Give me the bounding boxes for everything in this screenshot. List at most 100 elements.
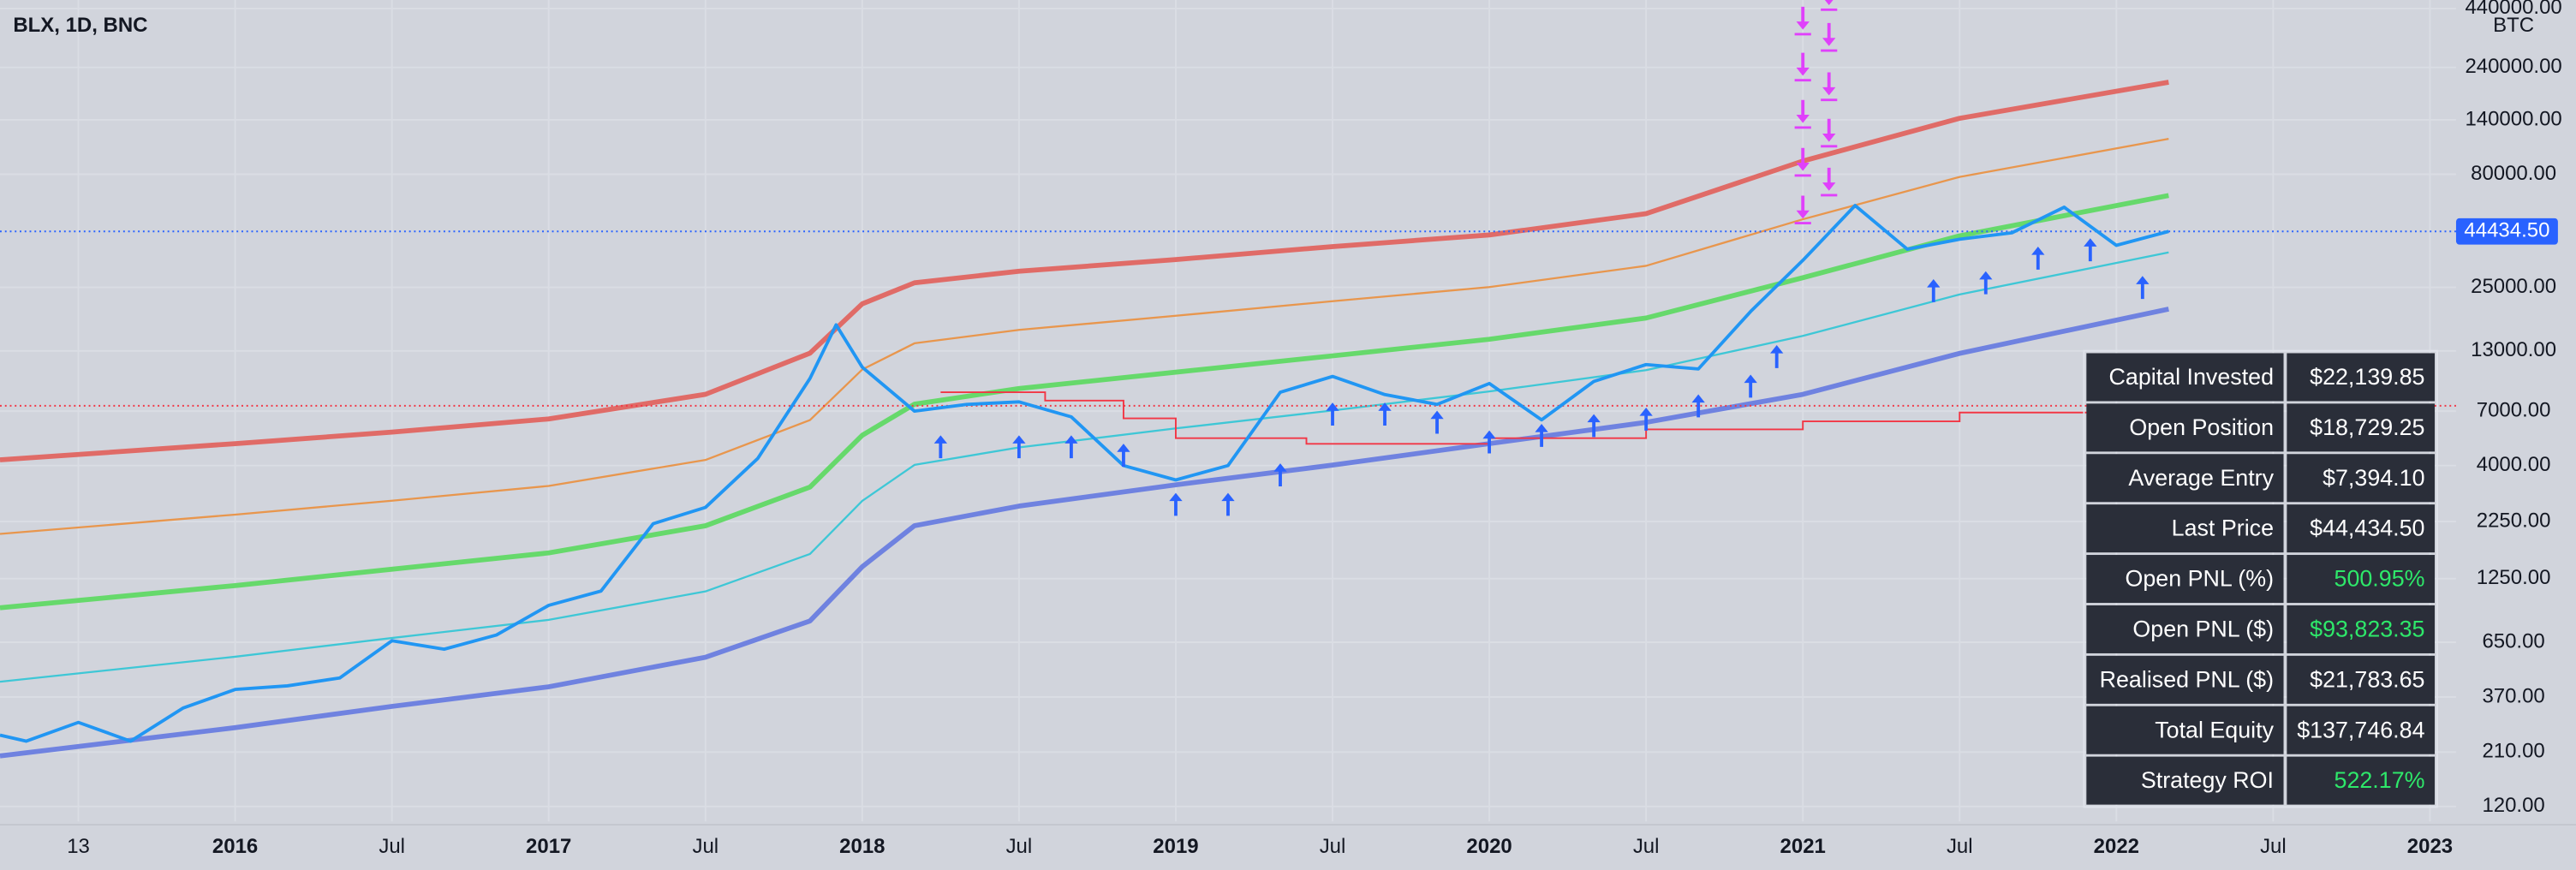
x-tick-label: Jul — [1006, 835, 1033, 858]
y-tick-label: 7000.00 — [2477, 398, 2551, 421]
plot-area — [0, 0, 2456, 759]
x-tick-label: 2019 — [1153, 835, 1198, 858]
y-tick-label: 370.00 — [2482, 684, 2544, 707]
table-cell — [2287, 555, 2436, 604]
y-tick-label: 140000.00 — [2465, 107, 2561, 130]
table-label: Last Price — [2172, 515, 2274, 541]
buy-arrow — [2031, 247, 2045, 270]
x-tick-label: 2023 — [2407, 835, 2453, 858]
table-label: Total Equity — [2155, 717, 2274, 742]
chart-title: BLX, 1D, BNC — [13, 14, 147, 37]
y-tick-label: 80000.00 — [2471, 162, 2556, 185]
table-cell — [2086, 454, 2284, 503]
table-cell — [2287, 756, 2436, 805]
band-line — [0, 80, 2169, 462]
table-cell — [2287, 605, 2436, 653]
table-value: $44,434.50 — [2310, 515, 2424, 541]
sell-arrow — [1794, 6, 1811, 36]
sell-arrow — [1821, 22, 1838, 52]
table-cell — [2086, 605, 2284, 653]
sell-arrow — [1821, 0, 1838, 11]
table-value: $7,394.10 — [2323, 465, 2424, 491]
table-border — [2083, 349, 2438, 808]
y-tick-label: 2250.00 — [2477, 509, 2551, 532]
table-cell — [2086, 504, 2284, 553]
buy-arrow — [1770, 345, 1784, 368]
stats-table: Capital Invested $22,139.85 Open Position $… — [2083, 349, 2438, 808]
x-tick-label: 2021 — [1780, 835, 1826, 858]
buy-arrow — [1979, 271, 1993, 295]
table-label: Capital Invested — [2109, 364, 2275, 390]
table-label: Realised PNL ($) — [2100, 666, 2274, 692]
table-cell — [2287, 504, 2436, 553]
x-tick-label: 13 — [67, 835, 90, 858]
table-cell — [2086, 655, 2284, 704]
x-tick-label: 2018 — [839, 835, 885, 858]
table-value: 522.17% — [2334, 767, 2425, 793]
band-line — [0, 138, 2169, 535]
table-cell — [2086, 756, 2284, 805]
x-tick-label: Jul — [692, 835, 719, 858]
sell-arrow — [1821, 72, 1838, 102]
buy-arrow — [1117, 444, 1130, 467]
table-cell — [2287, 353, 2436, 402]
x-tick-label: 2022 — [2094, 835, 2139, 858]
buy-arrow — [1378, 402, 1392, 426]
table-cell — [2086, 555, 2284, 604]
table-cell — [2287, 706, 2436, 754]
y-tick-label: 650.00 — [2482, 629, 2544, 652]
table-cell — [2086, 706, 2284, 754]
buy-arrow — [1012, 435, 1026, 459]
table-value: $21,783.65 — [2310, 666, 2424, 692]
table-cell — [2086, 403, 2284, 452]
y-tick-label: 25000.00 — [2471, 275, 2556, 298]
y-tick-label: 440000.00 — [2465, 0, 2561, 19]
sell-arrow — [1794, 52, 1811, 82]
y-tick-label: 240000.00 — [2465, 55, 2561, 78]
buy-arrow — [1482, 430, 1496, 454]
buy-arrow — [1744, 374, 1757, 398]
buy-arrow — [2084, 238, 2097, 262]
table-label: Open Position — [2129, 414, 2274, 440]
axes: 440000.00 240000.00 140000.00 80000.00 25000… — [67, 0, 2562, 858]
grid — [0, 0, 2456, 821]
buy-arrow — [2136, 276, 2150, 300]
table-cell — [2287, 655, 2436, 704]
buy-arrow — [1064, 435, 1078, 459]
buy-arrow — [1273, 463, 1287, 486]
last-price-box — [2455, 218, 2558, 245]
table-label: Open PNL ($) — [2132, 616, 2274, 641]
buy-arrow — [1691, 394, 1705, 418]
y-tick-label: 13000.00 — [2471, 338, 2556, 361]
buy-arrow — [1639, 407, 1653, 431]
band-line — [0, 193, 2169, 611]
sell-arrow — [1821, 167, 1838, 197]
sell-arrow — [1821, 118, 1838, 148]
buy-arrow — [1169, 492, 1183, 516]
buy-arrow — [1326, 402, 1339, 426]
buy-arrow — [1221, 492, 1235, 516]
table-cell — [2086, 353, 2284, 402]
buy-arrow — [1587, 414, 1601, 438]
last-price-label: 44434.50 — [2464, 219, 2549, 242]
x-tick-label: 2017 — [526, 835, 571, 858]
table-label: Strategy ROI — [2141, 767, 2274, 793]
x-tick-label: Jul — [2260, 835, 2287, 858]
axis-unit: BTC — [2493, 14, 2534, 37]
table-cell — [2287, 454, 2436, 503]
table-value: $18,729.25 — [2310, 414, 2424, 440]
table-cell — [2287, 403, 2436, 452]
y-tick-label: 4000.00 — [2477, 453, 2551, 476]
buy-arrow — [1927, 278, 1941, 302]
x-tick-label: Jul — [1947, 835, 1973, 858]
sell-arrow — [1794, 195, 1811, 225]
table-label: Average Entry — [2128, 465, 2274, 491]
x-tick-label: Jul — [1633, 835, 1660, 858]
table-value: 500.95% — [2334, 566, 2425, 592]
sell-arrow — [1794, 99, 1811, 129]
table-value: $22,139.85 — [2310, 364, 2424, 390]
price-line — [0, 204, 2169, 743]
y-tick-label: 120.00 — [2482, 794, 2544, 817]
x-tick-label: 2020 — [1466, 835, 1512, 858]
